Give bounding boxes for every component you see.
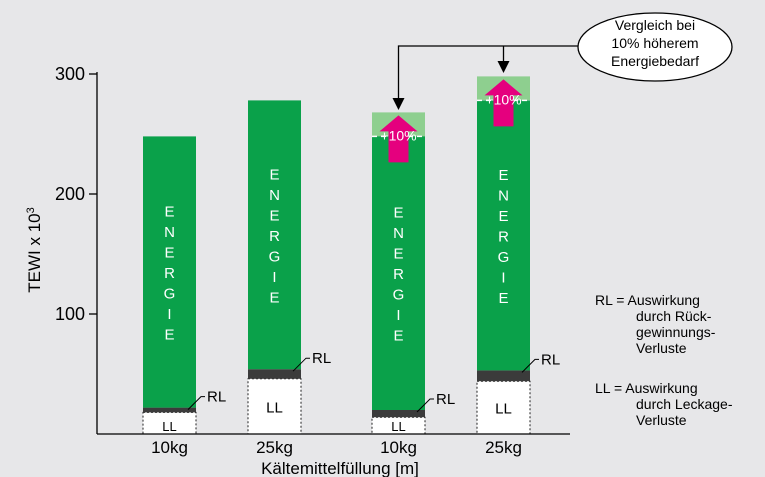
energy-letter: R [393, 266, 404, 283]
callout-bubble [577, 12, 733, 82]
energy-letter: I [167, 306, 171, 323]
ll-label: LL [162, 419, 176, 434]
ll-label: LL [391, 419, 405, 434]
legend-text: Verluste [636, 412, 687, 428]
callout-connectors [392, 45, 580, 110]
y-tick-label: 200 [55, 184, 85, 204]
ll-segment [247, 378, 302, 435]
energy-letter: G [498, 249, 510, 266]
energy-letter: E [393, 246, 403, 263]
energy-letter: G [393, 287, 405, 304]
x-axis: 10kg 25kg 10kg 25kg [97, 433, 570, 457]
energy-letter: E [164, 204, 174, 221]
energy-letter: R [498, 228, 509, 245]
rl-leader-line [416, 398, 434, 413]
energy-letter: N [269, 187, 280, 204]
energy-letter: E [393, 205, 403, 222]
energy-letter: E [393, 328, 403, 345]
legend-text: LL = Auswirkung [595, 380, 698, 396]
rl-leader-line [292, 357, 310, 372]
legend-text: Verluste [636, 340, 687, 356]
rl-label: RL [312, 350, 331, 367]
y-tick-label: 100 [55, 304, 85, 324]
y-tick-label: 300 [55, 64, 85, 84]
energy-letter: N [498, 187, 509, 204]
energy-letter: R [269, 228, 280, 245]
energy-letter: E [269, 289, 279, 306]
energy-letter: E [498, 290, 508, 307]
rl-segment [372, 410, 425, 418]
connector-arrowhead [497, 61, 510, 73]
energy-letter: I [396, 307, 400, 324]
energy-letter: E [498, 167, 508, 184]
legend-text: durch Rück- [636, 308, 712, 324]
ll-label: LL [266, 399, 283, 416]
x-tick-label: 25kg [485, 438, 522, 457]
energy-segment [143, 136, 196, 408]
rl-segment [143, 407, 196, 413]
x-axis-label: Kältemittelfüllung [m] [261, 459, 419, 477]
energy-segment [372, 136, 425, 410]
increase-label: +10% [380, 127, 416, 143]
connector-line [397, 45, 580, 103]
legend-text: gewinnungs- [636, 324, 716, 340]
energy-letter: R [164, 265, 175, 282]
callout-text: 10% höherem [611, 35, 698, 51]
energy-letter: G [269, 248, 281, 265]
legend-text: RL = Auswirkung [595, 292, 700, 308]
callout: Vergleich bei 10% höherem Energiebedarf [577, 12, 733, 82]
energy-letter: E [164, 245, 174, 262]
rl-label: RL [541, 351, 560, 368]
legend-text: durch Leckage- [636, 396, 733, 412]
increase-arrow [484, 79, 523, 127]
rl-segment [477, 370, 530, 382]
callout-text: Vergleich bei [615, 17, 695, 33]
energy-letter: N [393, 225, 404, 242]
x-tick-label: 25kg [256, 438, 293, 457]
energy-letter: E [269, 166, 279, 183]
rl-label: RL [207, 389, 226, 406]
callout-text: Energiebedarf [611, 53, 699, 69]
y-axis-label-exponent: 3 [25, 207, 37, 213]
energy-segment [248, 100, 301, 370]
energy-segment [477, 100, 530, 371]
energy-letter: N [164, 224, 175, 241]
y-axis: 100 200 300 [55, 64, 98, 434]
energy-letter: E [498, 208, 508, 225]
bars: LLENERGIERLLLENERGIERLLLENERGIERL+10%LLE… [142, 76, 560, 435]
rl-label: RL [436, 391, 455, 408]
rl-segment [248, 369, 301, 379]
x-tick-label: 10kg [380, 438, 417, 457]
rl-leader-line [187, 396, 205, 410]
energy-letter: I [272, 269, 276, 286]
y-axis-label-text: TEWI x 10 [25, 213, 44, 292]
increase-label: +10% [485, 91, 521, 107]
increase-arrow [379, 115, 418, 163]
connector-arrowhead [392, 98, 405, 110]
energy-letter: G [164, 286, 176, 303]
energy-letter: E [269, 207, 279, 224]
ll-label: LL [495, 401, 512, 418]
energy-letter: E [164, 327, 174, 344]
rl-leader-line [521, 358, 539, 373]
energy-letter: I [501, 269, 505, 286]
y-axis-label: TEWI x 103 [25, 207, 44, 292]
x-tick-label: 10kg [151, 438, 188, 457]
